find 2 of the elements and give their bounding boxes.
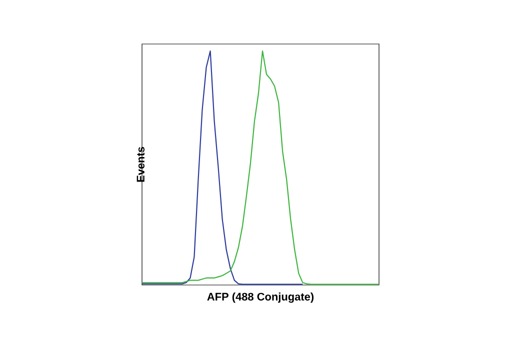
x-axis-title: AFP (488 Conjugate) xyxy=(207,292,314,303)
y-axis-title: Events xyxy=(136,146,144,182)
